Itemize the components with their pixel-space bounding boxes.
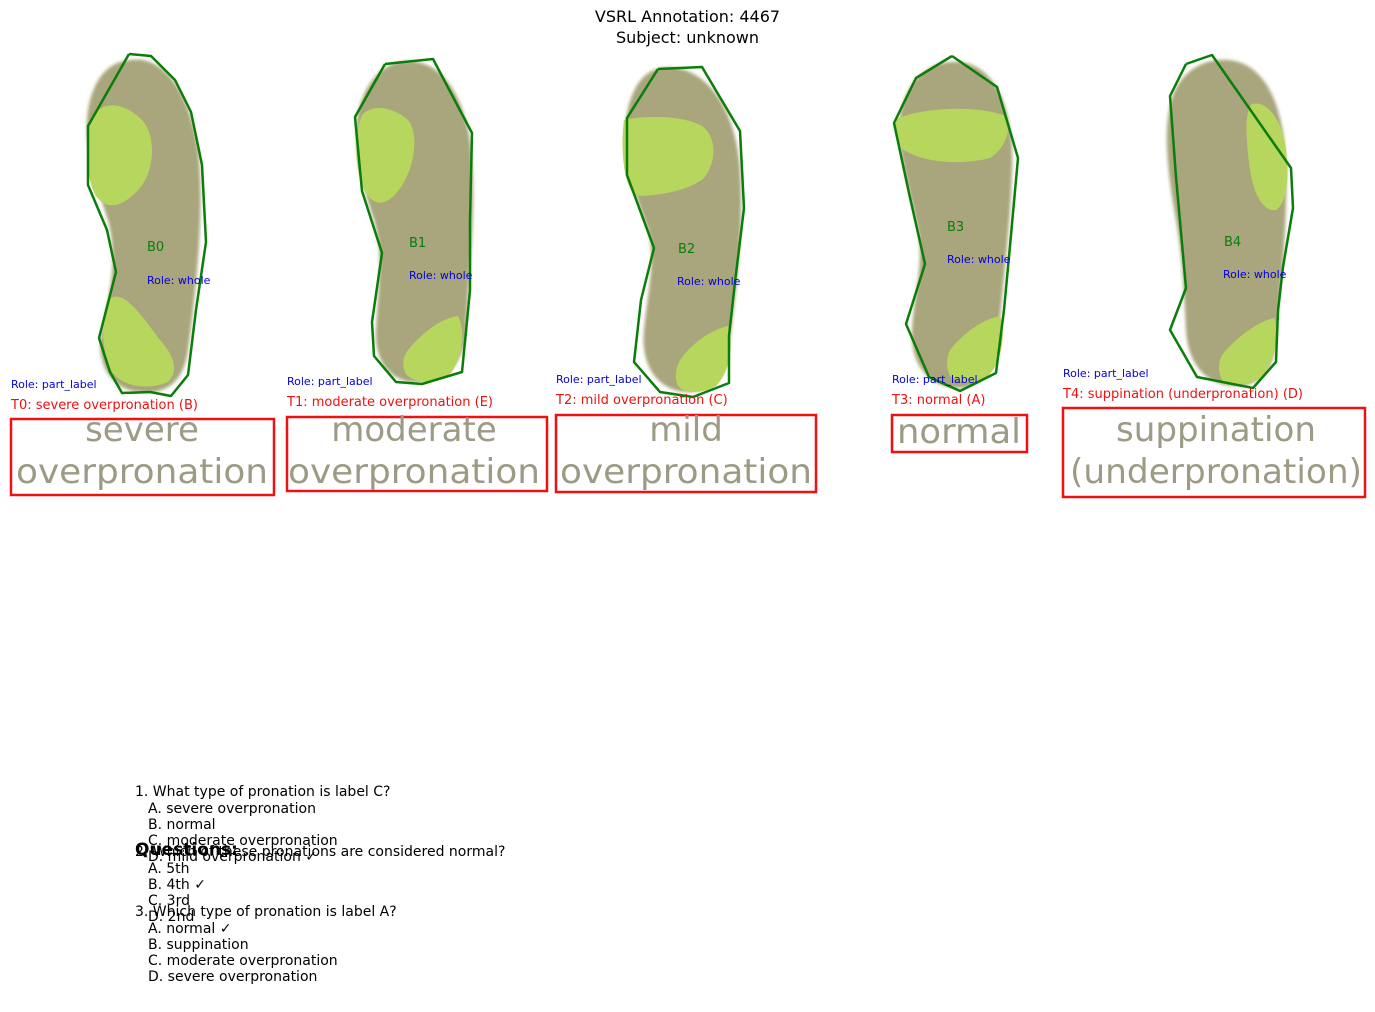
text-box-t2	[554, 413, 818, 494]
text-box-t4	[1061, 406, 1367, 499]
question-1-option-d: D. mild overpronation ✓	[148, 849, 318, 865]
text-id-t4: T4: suppination (underpronation) (D)	[1062, 387, 1303, 402]
text-image-t4-line1: suppination	[1116, 410, 1316, 450]
blob-role-b1: Role: whole	[409, 269, 473, 282]
foot-highlight-heel	[403, 316, 463, 382]
text-box-t0	[9, 417, 276, 497]
foot-highlight-forefoot	[894, 108, 1009, 163]
question-2-option-b: B. 4th ✓	[148, 877, 206, 893]
text-image-t4-line2: (underpronation)	[1070, 452, 1362, 492]
foot-image-b0	[86, 59, 201, 393]
text-role-t1: Role: part_label	[287, 375, 373, 388]
text-box-t1	[285, 415, 549, 493]
question-3: 3. Which type of pronation is label A?	[135, 904, 397, 920]
text-role-t0: Role: part_label	[11, 378, 97, 391]
figure-subtitle: Subject: unknown	[616, 28, 759, 47]
text-image-t1-line1: moderate	[331, 410, 496, 450]
outline-b3	[892, 54, 1020, 393]
text-image-t1-line2: overpronation	[288, 452, 540, 492]
blob-label-b2: B2	[678, 242, 695, 257]
text-image-t3-line1: normal	[897, 412, 1021, 452]
outline-b2	[625, 65, 746, 399]
question-2-option-c: C. 3rd	[148, 893, 190, 909]
text-image-t2-line1: mild	[649, 410, 723, 450]
blob-role-b0: Role: whole	[147, 274, 211, 287]
foot-image-b4	[1166, 59, 1288, 386]
question-3-option-a: A. normal ✓	[148, 921, 232, 937]
text-image-t0-line2: overpronation	[16, 452, 268, 492]
blob-label-b0: B0	[147, 240, 164, 255]
outline-b0	[86, 52, 208, 398]
question-1-option-c: C. moderate overpronation	[148, 833, 338, 849]
blob-label-b3: B3	[947, 220, 964, 235]
question-2-option-a: A. 5th	[148, 861, 190, 877]
blob-role-b3: Role: whole	[947, 253, 1011, 266]
foot-highlight-heel	[103, 296, 175, 387]
text-id-t3: T3: normal (A)	[891, 393, 985, 408]
blob-role-b2: Role: whole	[677, 275, 741, 288]
foot-image-b1	[356, 61, 474, 383]
question-3-option-c: C. moderate overpronation	[148, 953, 338, 969]
question-2: 2. Which of these pronations are conside…	[135, 844, 506, 860]
foot-highlight-forefoot	[356, 107, 415, 203]
foot-highlight-heel	[947, 316, 1003, 382]
outline-b4	[1168, 53, 1295, 390]
text-box-t3	[890, 413, 1029, 454]
question-1: 1. What type of pronation is label C?	[135, 784, 391, 800]
foot-highlight-heel	[675, 326, 731, 392]
foot-highlight-forefoot	[87, 105, 152, 206]
question-3-option-b: B. suppination	[148, 937, 249, 953]
text-id-t2: T2: mild overpronation (C)	[555, 393, 728, 408]
question-1-option-a: A. severe overpronation	[148, 801, 316, 817]
question-3-option-d: D. severe overpronation	[148, 969, 318, 985]
text-role-t4: Role: part_label	[1063, 367, 1149, 380]
outline-b1	[353, 57, 474, 386]
text-role-t3: Role: part_label	[892, 373, 978, 386]
text-id-t0: T0: severe overpronation (B)	[10, 398, 198, 413]
foot-image-b2	[622, 67, 742, 392]
text-role-t2: Role: part_label	[556, 373, 642, 386]
blob-role-b4: Role: whole	[1223, 268, 1287, 281]
foot-highlight-outer-edge	[1246, 103, 1288, 211]
question-2-option-d: D. 2nd	[148, 909, 195, 925]
question-1-option-b: B. normal	[148, 817, 216, 833]
foot-highlight-forefoot	[622, 116, 714, 196]
text-image-t2-line2: overpronation	[560, 452, 812, 492]
blob-label-b1: B1	[409, 236, 426, 251]
foot-highlight-heel	[1219, 318, 1277, 385]
blob-label-b4: B4	[1224, 235, 1241, 250]
foot-image-b3	[894, 61, 1013, 388]
figure-title: VSRL Annotation: 4467	[594, 7, 781, 26]
text-id-t1: T1: moderate overpronation (E)	[286, 395, 493, 410]
questions-heading: Questions:	[135, 840, 238, 860]
text-image-t0-line1: severe	[85, 410, 199, 450]
